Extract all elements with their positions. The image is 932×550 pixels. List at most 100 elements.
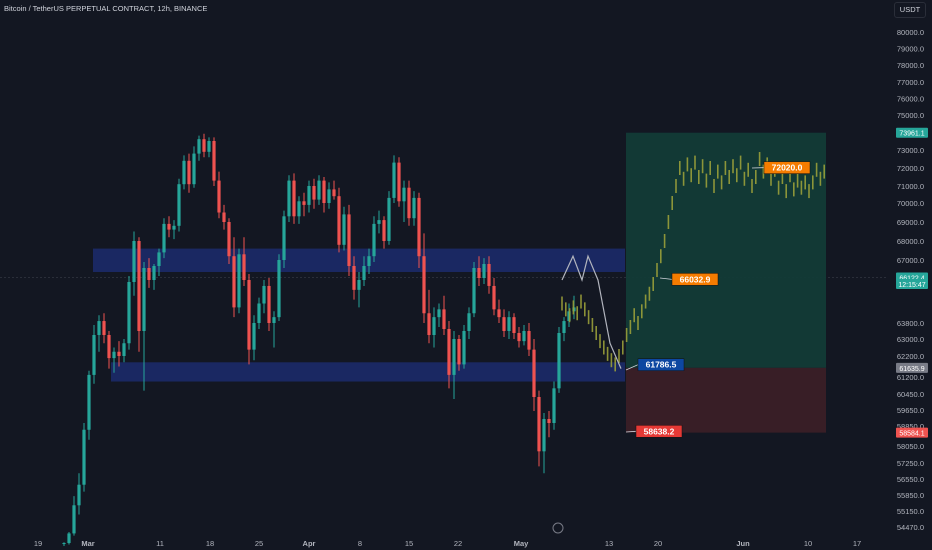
candle-body	[292, 180, 296, 217]
candle-body	[412, 197, 416, 219]
candle-body	[197, 139, 201, 154]
candle-body	[347, 214, 351, 266]
y-tick-label: 63000.0	[897, 335, 924, 344]
y-tick-label: 70000.0	[897, 199, 924, 208]
candle-body	[222, 212, 226, 222]
y-tick-label: 67000.0	[897, 256, 924, 265]
candle-body	[442, 309, 446, 329]
price-axis[interactable]: 80000.0 79000.0 78000.0 77000.0 76000.0 75000…	[896, 28, 928, 532]
candle-body	[467, 313, 471, 331]
candle-body	[362, 266, 366, 280]
stop-zone	[626, 367, 826, 433]
y-tick-label: 62200.0	[897, 352, 924, 361]
candle-body	[352, 266, 356, 290]
candle-body	[232, 256, 236, 308]
candle-body	[342, 214, 346, 245]
candle-body	[77, 484, 81, 506]
x-tick-label: 22	[454, 539, 462, 548]
candle-body	[512, 317, 516, 333]
candle-body	[437, 309, 441, 318]
candle-body	[127, 282, 131, 344]
candles-layer	[62, 133, 576, 546]
candle-body	[132, 241, 136, 282]
candle-body	[297, 201, 301, 217]
candle-body	[272, 317, 276, 323]
y-tick-label: 57250.0	[897, 459, 924, 468]
annotation-leader	[659, 277, 673, 280]
x-tick-label: 13	[605, 539, 613, 548]
candle-body	[122, 343, 126, 356]
annotation-box	[637, 358, 685, 371]
candle-body	[192, 153, 196, 185]
x-tick-label: May	[514, 539, 529, 548]
candle-body	[117, 351, 121, 356]
x-tick-label: 17	[853, 539, 861, 548]
y-tick-label: 68000.0	[897, 237, 924, 246]
candle-body	[537, 397, 541, 452]
x-tick-label: 15	[405, 539, 413, 548]
y-tick-label: 75000.0	[897, 111, 924, 120]
price-tag-label: 58584.1	[899, 431, 924, 438]
price-tag	[896, 362, 928, 373]
candle-body	[152, 266, 156, 280]
candle-body	[97, 321, 101, 335]
y-tick-label: 58850.0	[897, 422, 924, 431]
candle-body	[107, 335, 111, 359]
y-tick-label: 60450.0	[897, 390, 924, 399]
candle-body	[212, 141, 216, 181]
projection-path	[561, 254, 622, 369]
annotations-layer: 72020.0 66032.9 61786.5 58638.2	[561, 161, 811, 438]
candle-body	[462, 331, 466, 365]
candle-body	[557, 333, 561, 389]
x-tick-label: 20	[654, 539, 662, 548]
candle-body	[172, 225, 176, 230]
price-tag	[896, 127, 928, 138]
x-tick-label: 11	[156, 539, 164, 548]
annotation-label: 72020.0	[772, 163, 803, 173]
y-tick-label: 78000.0	[897, 61, 924, 70]
y-tick-label: 69000.0	[897, 218, 924, 227]
y-tick-label: 59650.0	[897, 406, 924, 415]
y-tick-label: 63800.0	[897, 319, 924, 328]
forecast-layer	[561, 152, 826, 372]
y-tick-label: 61200.0	[897, 373, 924, 382]
candle-body	[432, 317, 436, 335]
candle-body	[242, 254, 246, 280]
candle-body	[337, 196, 341, 245]
candle-body	[217, 180, 221, 213]
currency-button[interactable]: USDT	[894, 2, 926, 18]
candle-body	[282, 216, 286, 260]
price-tag-label: 73961.1	[899, 131, 924, 138]
candle-body	[472, 268, 476, 314]
candle-body	[157, 252, 161, 266]
annotation-label: 61786.5	[646, 360, 677, 370]
candle-body	[547, 419, 551, 423]
candle-body	[507, 317, 511, 331]
candle-body	[252, 323, 256, 350]
candle-body	[492, 285, 496, 310]
candle-body	[207, 141, 211, 152]
annotation-box	[671, 273, 719, 286]
price-tag-label: 61635.9	[899, 366, 924, 373]
candle-body	[142, 268, 146, 331]
annotation-box	[635, 425, 683, 438]
price-tag-label: 12:15:47	[898, 282, 925, 289]
candle-body	[377, 220, 381, 224]
candle-body	[177, 184, 181, 226]
resistance-zone	[93, 248, 625, 272]
candle-body	[317, 180, 321, 200]
candle-body	[502, 317, 506, 331]
candle-body	[87, 374, 91, 430]
candle-body	[427, 313, 431, 335]
candle-body	[357, 280, 361, 290]
candle-body	[257, 303, 261, 323]
lightning-icon[interactable]	[552, 522, 564, 534]
candle-body	[497, 309, 501, 318]
candle-body	[542, 419, 546, 452]
x-tick-label: Jun	[736, 539, 750, 548]
time-axis[interactable]: 19 Mar 11 18 25 Apr 8 15 22 May 13 20 Jun 10 17	[34, 522, 861, 548]
candle-body	[187, 160, 191, 185]
candle-body	[112, 351, 116, 359]
candle-body	[92, 335, 96, 375]
